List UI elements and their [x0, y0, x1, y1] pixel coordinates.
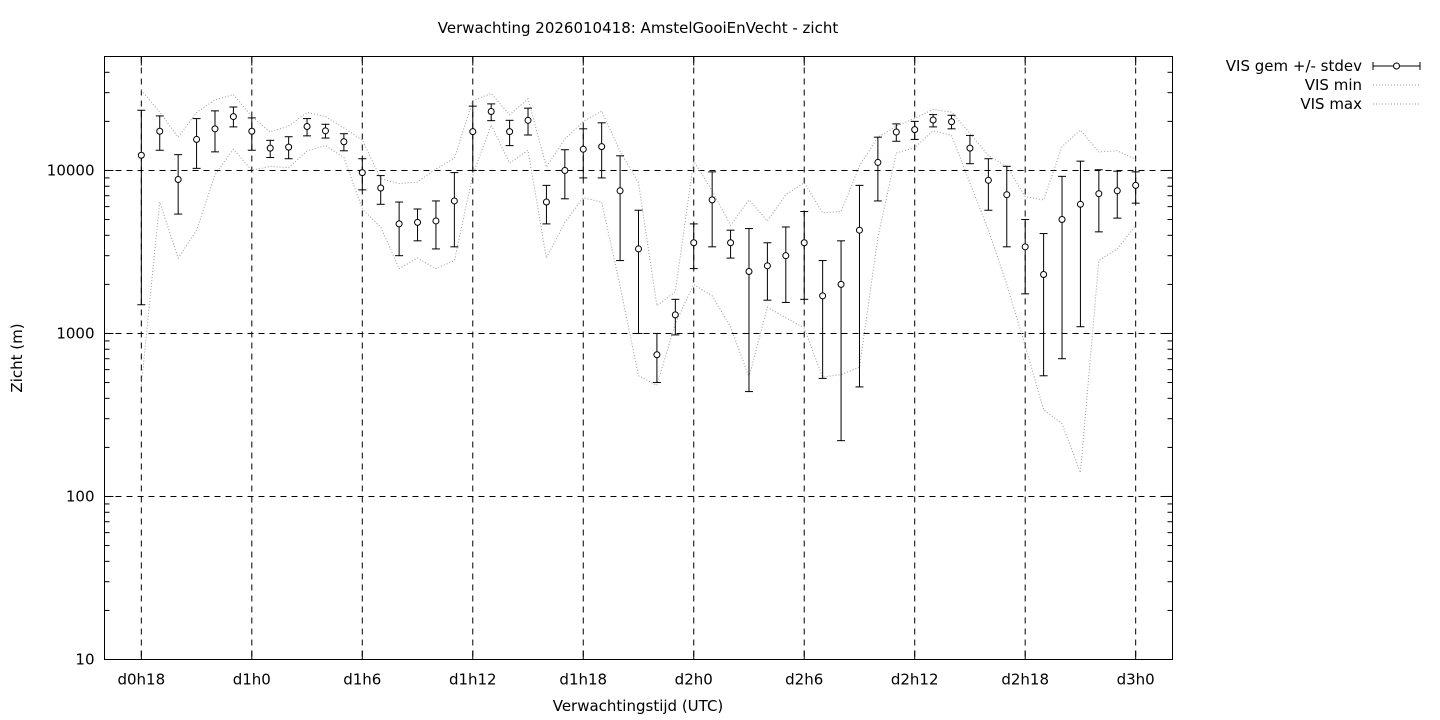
mean-point: [929, 116, 937, 124]
x-tick-label: d1h0: [233, 671, 271, 689]
mean-point: [1021, 243, 1029, 251]
mean-point: [561, 166, 569, 174]
mean-point: [708, 196, 716, 204]
x-tick-label: d2h18: [1001, 671, 1049, 689]
axis-ticks: 10 100 1000 10000 d0h18 d1h0 d1h6 d1h12 d1h18 d2h…: [47, 56, 1173, 689]
mean-point: [266, 144, 274, 152]
mean-point: [671, 311, 679, 319]
legend-label: VIS min: [1305, 76, 1362, 94]
mean-point: [874, 158, 882, 166]
grid-lines: [104, 56, 1173, 660]
mean-point: [524, 116, 532, 124]
mean-point: [635, 245, 642, 253]
mean-point: [984, 176, 992, 184]
x-tick-label: d1h18: [559, 671, 607, 689]
mean-point: [855, 226, 863, 234]
mean-point: [745, 267, 753, 275]
mean-point: [1058, 216, 1066, 224]
mean-point: [1113, 187, 1121, 195]
series-lines: [140, 89, 1137, 473]
x-tick-label: d2h12: [891, 671, 939, 689]
mean-point: [616, 187, 624, 195]
mean-point: [193, 135, 201, 143]
mean-point: [377, 184, 385, 192]
mean-point: [469, 128, 477, 136]
mean-point: [837, 280, 845, 288]
mean-point: [414, 218, 422, 226]
mean-point: [1076, 200, 1084, 208]
legend-label: VIS gem +/- stdev: [1226, 57, 1362, 75]
mean-point: [285, 143, 293, 151]
mean-point: [763, 262, 771, 270]
mean-point: [800, 239, 808, 247]
y-tick-label: 1000: [56, 324, 94, 342]
x-tick-label: d3h0: [1117, 671, 1155, 689]
mean-point: [1132, 181, 1140, 189]
mean-point: [395, 220, 403, 228]
mean-point: [506, 128, 514, 136]
mean-point: [598, 143, 606, 151]
x-tick-label: d2h0: [675, 671, 713, 689]
mean-point: [229, 113, 237, 121]
y-tick-label: 10: [75, 651, 94, 669]
mean-point: [358, 169, 366, 177]
mean-point: [542, 198, 550, 206]
mean-point: [892, 128, 900, 136]
x-tick-label: d1h6: [343, 671, 381, 689]
mean-point: [948, 118, 956, 126]
mean-point: [1040, 270, 1048, 278]
mean-point: [248, 127, 256, 135]
mean-point: [911, 126, 919, 134]
legend-point: [1393, 62, 1400, 70]
plot-frame: [104, 56, 1173, 660]
mean-point: [653, 351, 661, 359]
mean-point: [819, 292, 827, 300]
mean-point: [340, 138, 348, 146]
chart-title: Verwachting 2026010418: AmstelGooiEnVech…: [437, 19, 839, 37]
mean-point: [321, 127, 329, 135]
mean-point: [174, 175, 182, 183]
mean-point: [156, 127, 164, 135]
mean-point: [579, 145, 587, 153]
x-tick-label: d0h18: [117, 671, 165, 689]
legend-label: VIS max: [1300, 95, 1362, 113]
mean-point: [690, 239, 698, 247]
y-tick-label: 10000: [47, 161, 95, 179]
mean-point: [782, 252, 790, 260]
mean-point: [966, 144, 974, 152]
vis-min-line: [140, 123, 1137, 473]
mean-point: [487, 107, 495, 115]
mean-point: [211, 125, 219, 133]
mean-point: [432, 217, 440, 225]
y-tick-label: 100: [66, 487, 95, 505]
mean-point: [1003, 191, 1011, 199]
mean-point: [450, 197, 458, 205]
mean-point: [727, 239, 735, 247]
mean-point: [303, 123, 311, 131]
x-tick-label: d2h6: [785, 671, 823, 689]
mean-point: [137, 151, 145, 159]
x-axis-label: Verwachtingstijd (UTC): [552, 697, 724, 715]
error-bars: [137, 103, 1140, 442]
x-tick-label: d1h12: [449, 671, 497, 689]
mean-point: [1095, 190, 1103, 198]
